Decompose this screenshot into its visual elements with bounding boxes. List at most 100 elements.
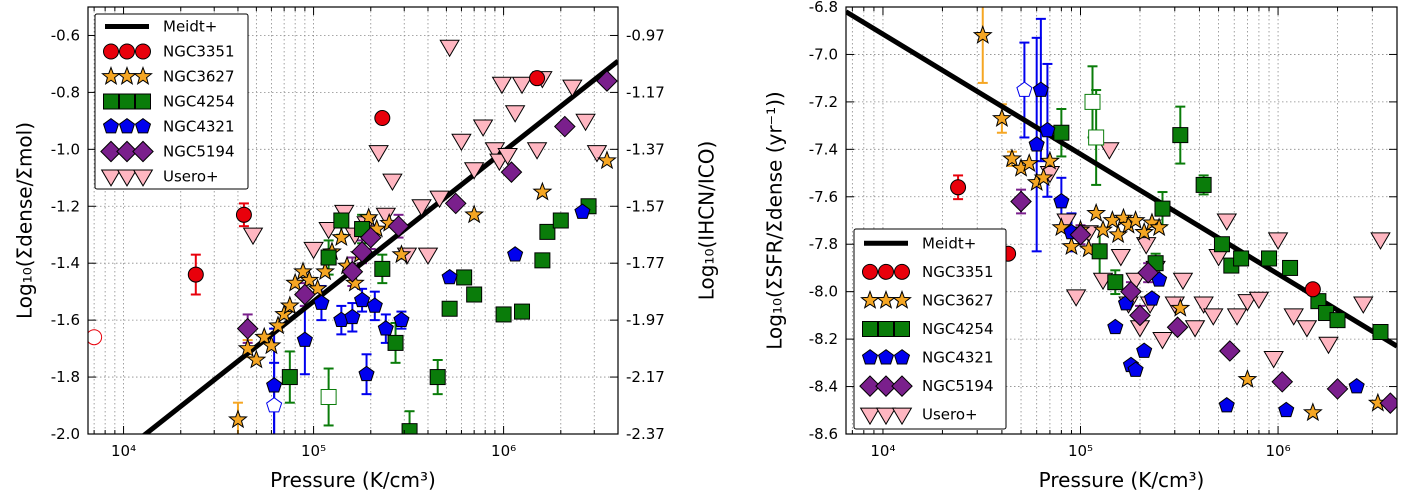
point-ngc3627 <box>237 338 258 358</box>
point-usero- <box>497 147 518 166</box>
legend-marker <box>103 93 119 110</box>
y2-tick-label: -1.57 <box>626 197 665 215</box>
point-ngc4321 <box>344 308 361 325</box>
legend-box <box>853 228 1007 430</box>
point-ngc4321 <box>1127 361 1144 377</box>
point-ngc5194 <box>294 283 316 306</box>
point-ngc4254 <box>1233 250 1250 267</box>
point-ngc3627 <box>1033 167 1054 187</box>
point-ngc4321 <box>1278 401 1295 418</box>
point-usero- <box>1237 294 1258 312</box>
point-ngc4254 <box>281 369 298 386</box>
point-ngc4254 <box>1261 250 1278 267</box>
point-ngc4254 <box>495 306 512 323</box>
point-ngc4254 <box>1372 323 1389 340</box>
open-point-ngc4254 <box>1088 129 1105 146</box>
point-ngc4254 <box>1053 124 1070 141</box>
y2-tick-label: -1.17 <box>626 83 665 101</box>
point-ngc3627 <box>1086 202 1107 222</box>
point-usero- <box>1184 320 1206 338</box>
legend-label: NGC3627 <box>163 68 235 86</box>
legend-marker <box>862 321 878 337</box>
y2-tick-label: -1.77 <box>626 254 665 272</box>
point-ngc5194 <box>500 161 523 183</box>
point-ngc3627 <box>972 25 993 44</box>
legend-label: NGC5194 <box>163 143 235 161</box>
legend-marker <box>135 93 151 110</box>
point-ngc5194 <box>1129 304 1151 327</box>
legend-marker <box>859 407 881 426</box>
point-ngc4254 <box>534 252 551 269</box>
point-ngc3627 <box>1237 368 1258 388</box>
legend-marker <box>118 118 136 134</box>
x-tick-label: 10⁴ <box>111 442 136 460</box>
point-usero- <box>318 221 339 240</box>
point-ngc3627 <box>293 261 313 281</box>
point-ngc3627 <box>261 335 282 355</box>
legend-marker <box>878 321 894 337</box>
open-point-ngc4254 <box>320 388 337 405</box>
point-ngc4254 <box>456 269 473 286</box>
x-tick-label: 10⁴ <box>870 442 895 460</box>
point-ngc4254 <box>441 300 458 317</box>
point-ngc4321 <box>507 246 524 262</box>
legend-marker <box>132 140 154 163</box>
legend: Meidt+ NGC3351 NGC3627 NGC4254 NGC4321 NGC519… <box>853 228 1007 430</box>
y-tick-label: -7.6 <box>809 188 838 206</box>
point-ngc4321 <box>1218 397 1235 413</box>
x-axis-label: Pressure (K/cm³) <box>1039 468 1205 492</box>
point-ngc3627 <box>279 295 300 315</box>
legend-label: Meidt+ <box>922 234 976 252</box>
point-ngc3627 <box>1125 210 1146 229</box>
point-ngc4254 <box>429 369 446 386</box>
legend-label: Usero+ <box>163 168 219 186</box>
point-ngc5194 <box>387 215 410 238</box>
legend-marker <box>894 321 910 337</box>
point-ngc3627 <box>1302 402 1323 422</box>
y2-tick-label: -1.97 <box>626 311 665 329</box>
legend-marker <box>119 93 135 110</box>
legend-label: NGC4321 <box>922 349 994 367</box>
legend-marker <box>893 349 911 365</box>
point-ngc3627 <box>991 108 1012 127</box>
point-ngc4321 <box>358 365 375 382</box>
legend-marker <box>877 349 895 365</box>
legend-marker <box>859 375 881 397</box>
y-tick-label: -1.2 <box>51 197 80 215</box>
chart-panel-1: -2.0 -1.8 -1.6 -1.4 -1.2 -1.0 -0.8 -0.6 10⁴ 10⁵ 10… <box>13 6 719 492</box>
point-usero- <box>1110 249 1132 267</box>
point-usero- <box>463 162 485 180</box>
legend-marker <box>860 289 880 309</box>
y-tick-label: -7.0 <box>809 45 838 63</box>
legend-marker <box>878 263 894 280</box>
legend-label: NGC4321 <box>163 118 235 136</box>
point-ngc4254 <box>1213 236 1230 253</box>
point-ngc3627 <box>1093 219 1113 239</box>
point-ngc3627 <box>1134 221 1155 241</box>
point-ngc4254 <box>1329 312 1346 329</box>
point-ngc4321 <box>266 377 283 393</box>
x-tick-label: 10⁵ <box>1068 442 1093 460</box>
legend-marker <box>101 66 121 85</box>
point-ngc4321 <box>1107 318 1124 335</box>
point-ngc3627 <box>1002 148 1022 168</box>
point-ngc5194 <box>359 226 382 249</box>
open-point-ngc3351 <box>88 329 103 346</box>
point-ngc4321 <box>1136 342 1153 358</box>
legend-label: Meidt+ <box>163 18 217 36</box>
point-usero- <box>375 207 397 226</box>
point-ngc5194 <box>341 260 364 283</box>
point-usero- <box>1318 336 1339 355</box>
point-ngc4321 <box>313 294 330 310</box>
y-tick-label: -1.0 <box>51 140 80 158</box>
point-ngc4254 <box>401 423 418 434</box>
point-usero- <box>586 145 608 163</box>
legend-marker <box>875 375 897 397</box>
point-usero- <box>511 76 533 95</box>
legend-marker <box>135 43 151 60</box>
point-usero- <box>562 79 583 98</box>
point-usero- <box>1353 296 1374 314</box>
point-usero- <box>439 39 460 58</box>
legend-marker <box>134 118 152 134</box>
plot-area <box>88 39 618 434</box>
